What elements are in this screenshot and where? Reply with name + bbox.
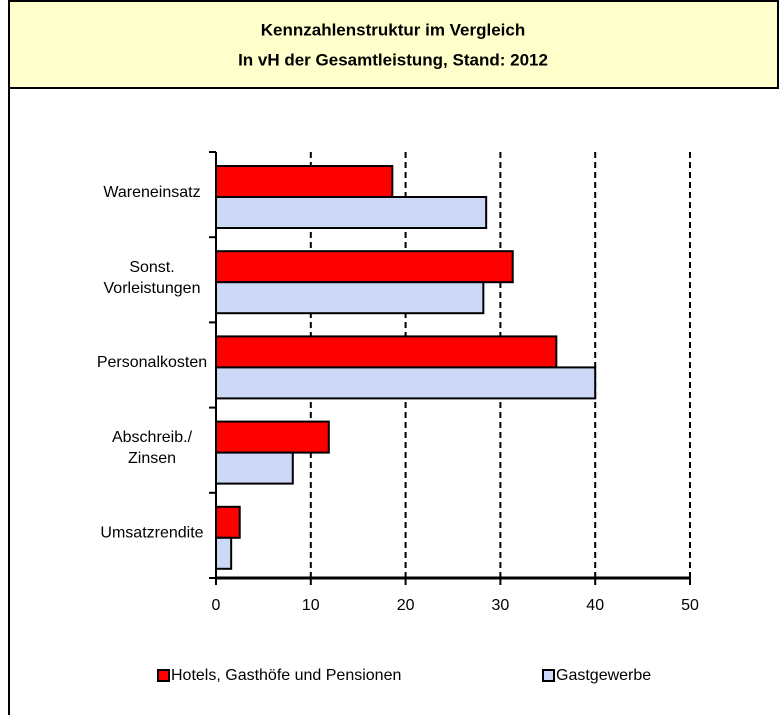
x-tick-label: 50 [681, 597, 699, 614]
legend-label: Hotels, Gasthöfe und Pensionen [171, 667, 401, 684]
bar [215, 420, 330, 454]
bar [215, 366, 597, 400]
legend-label: Gastgewerbe [556, 667, 651, 684]
x-tick-label: 10 [302, 597, 320, 614]
y-tick-label: Umsatzrendite [100, 525, 203, 542]
bar [215, 451, 294, 485]
chart-title: Kennzahlenstruktur im Vergleich [261, 20, 526, 39]
x-tick-label: 20 [397, 597, 415, 614]
bar [215, 165, 394, 198]
bar [215, 505, 241, 539]
bar [215, 196, 488, 229]
y-tick-label: Abschreib./Zinsen [112, 429, 193, 467]
bar [215, 335, 558, 369]
y-tick-label: Personalkosten [97, 354, 207, 371]
bar [215, 281, 485, 315]
y-tick-label: Sonst. Vorleistungen [104, 259, 201, 297]
x-tick-label: 40 [586, 597, 604, 614]
chart-subtitle: In vH der Gesamtleistung, Stand: 2012 [238, 50, 548, 69]
y-tick-label: Wareneinsatz [103, 184, 200, 201]
legend-swatch [542, 669, 555, 682]
bar [215, 250, 514, 284]
legend-swatch [157, 669, 170, 682]
title-box [8, 0, 779, 89]
bar [215, 536, 233, 570]
x-tick-label: 30 [492, 597, 510, 614]
x-tick-label: 0 [212, 597, 221, 614]
